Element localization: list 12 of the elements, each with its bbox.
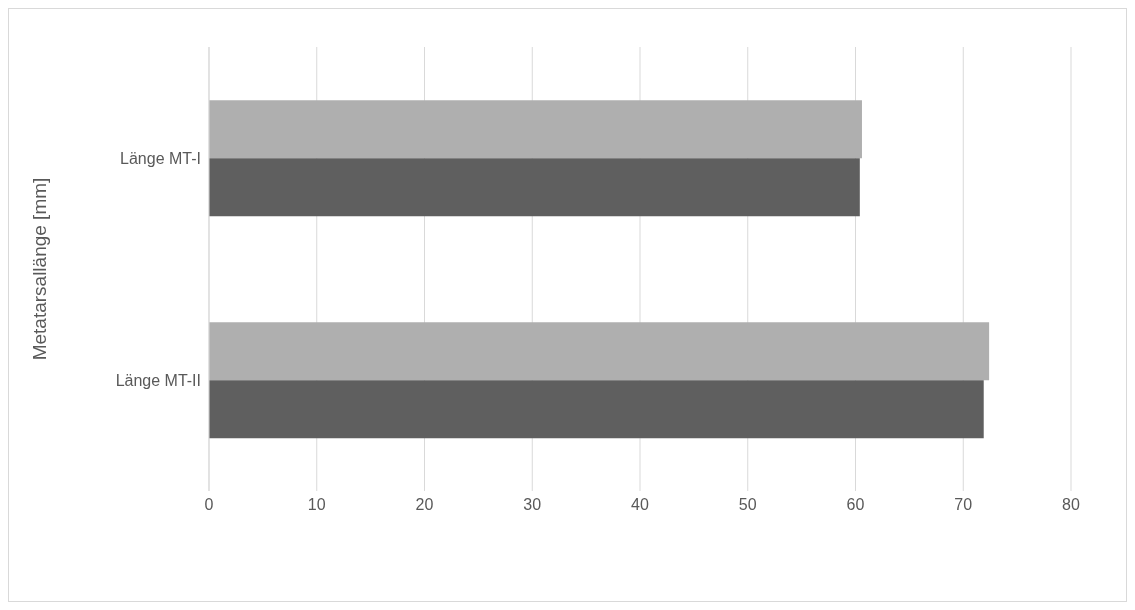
x-tick-label: 40 xyxy=(631,496,649,514)
y-axis-title: Metatarsallänge [mm] xyxy=(28,177,50,361)
x-tick-label: 70 xyxy=(954,496,973,514)
y-tick-label: Länge MT-I xyxy=(120,149,201,167)
x-tick-label: 10 xyxy=(307,496,326,514)
x-tick-label: 80 xyxy=(1062,496,1080,514)
x-tick-label: 30 xyxy=(523,496,542,514)
x-tick-label: 50 xyxy=(738,496,757,514)
x-tick-label: 20 xyxy=(415,496,434,514)
x-tick-label: 0 xyxy=(204,496,214,514)
x-tick-label: 60 xyxy=(846,496,865,514)
y-tick-label: Länge MT-II xyxy=(115,371,201,389)
